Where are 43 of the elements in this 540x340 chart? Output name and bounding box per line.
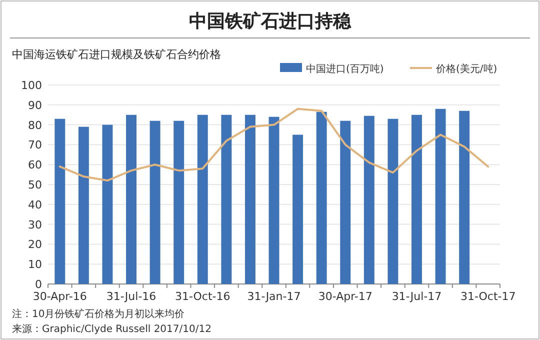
x-tick-label: 31-Oct-17 (460, 290, 516, 303)
bar (78, 126, 89, 284)
x-tick-label: 30-Apr-16 (32, 290, 87, 303)
y-tick-label: 90 (28, 98, 42, 112)
y-tick-label: 100 (21, 79, 42, 92)
bar (316, 112, 327, 284)
x-tick-label: 31-Oct-16 (175, 290, 230, 303)
bar (54, 118, 66, 284)
bar (102, 124, 113, 284)
bar (388, 118, 398, 284)
bar (459, 110, 470, 284)
chart-title: 中国铁矿石进口持稳 (189, 11, 352, 32)
x-tick-label: 31-Jul-17 (392, 290, 442, 303)
bar (268, 116, 280, 284)
bar (364, 116, 374, 284)
y-tick-label: 80 (28, 118, 42, 132)
legend-label: 价格(美元/吨) (435, 63, 498, 75)
bar (340, 120, 351, 284)
y-tick-label: 10 (28, 258, 42, 272)
bar (244, 114, 256, 284)
text: 注：10月份铁矿石价格为月初以来均价 (12, 308, 185, 320)
chart-subtitle: 中国海运铁矿石进口规模及铁矿石合约价格 (12, 48, 221, 61)
bar (150, 120, 160, 284)
bar (126, 114, 136, 284)
legend-label: 中国进口(百万吨) (306, 63, 384, 75)
x-tick-label: 30-Apr-17 (318, 290, 372, 303)
bar (197, 114, 208, 284)
bar (292, 134, 304, 284)
source-note: 来源：Graphic/Clyde Russell 2017/10/12 (12, 323, 212, 335)
bar (174, 120, 184, 284)
y-tick-label: 70 (28, 138, 42, 152)
x-tick-label: 31-Jul-16 (106, 290, 156, 303)
y-tick-label: 20 (28, 238, 42, 252)
y-tick-label: 50 (28, 178, 42, 192)
y-tick-label: 60 (28, 158, 42, 172)
bar (435, 108, 446, 284)
y-tick-label: 40 (28, 198, 42, 212)
x-tick-label: 31-Jan-17 (247, 290, 301, 303)
y-tick-label: 0 (35, 278, 42, 291)
y-tick-label: 30 (28, 218, 42, 232)
bar (412, 114, 422, 284)
line-series (58, 108, 490, 182)
bar (221, 114, 232, 284)
